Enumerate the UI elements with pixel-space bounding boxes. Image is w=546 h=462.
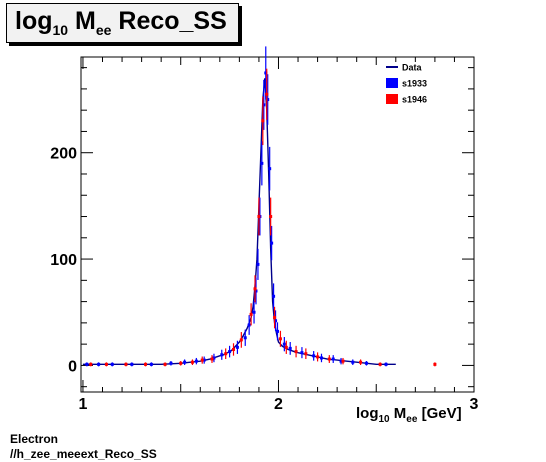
y-tick-label: 200 (50, 146, 77, 163)
s1946-point (124, 362, 128, 366)
s1946-point (104, 362, 108, 366)
s1933-point (256, 262, 260, 266)
s1933-point (254, 289, 258, 293)
s1946-point (239, 338, 243, 342)
s1946-point (294, 350, 298, 354)
s1946-point (304, 352, 308, 356)
s1933-point (339, 359, 343, 363)
s1933-point (351, 360, 355, 364)
s1933-point (272, 294, 276, 298)
plot-frame (80, 56, 475, 393)
s1946-point (278, 337, 282, 341)
s1933-point (243, 336, 247, 340)
s1933-point (130, 362, 134, 366)
s1933-point (266, 98, 270, 102)
legend-label-data: Data (402, 63, 423, 73)
s1946-point (253, 287, 257, 291)
s1946-point (341, 359, 345, 363)
s1946-point (210, 357, 214, 361)
s1933-point (264, 71, 268, 75)
s1933-point (212, 356, 216, 360)
s1933-point (331, 357, 335, 361)
s1946-point (179, 361, 183, 365)
s1933-point (260, 161, 264, 165)
plot-title: log10 Mee Reco_SS (15, 7, 227, 38)
s1933-point (364, 361, 368, 365)
s1933-point (252, 310, 256, 314)
s1933-point (282, 342, 286, 346)
s1933-point (220, 353, 224, 357)
s1946-point (163, 362, 167, 366)
s1946-point (144, 362, 148, 366)
s1946-point (316, 355, 320, 359)
s1933-point (300, 351, 304, 355)
data-series-line (82, 78, 396, 366)
s1946-point (257, 215, 261, 219)
x-axis-label: log10 Mee [GeV] (356, 405, 462, 425)
footer-path: //h_zee_meeext_Reco_SS (10, 447, 157, 461)
y-tick-label: 0 (68, 358, 77, 375)
s1933-point (85, 362, 89, 366)
legend-label-s1946: s1946 (402, 95, 427, 105)
s1946-point (359, 360, 363, 364)
s1946-point (378, 362, 382, 366)
s1946-point (89, 362, 93, 366)
s1946-point (190, 360, 194, 364)
s1946-point (224, 352, 228, 356)
s1933-point (270, 241, 274, 245)
s1933-point (183, 360, 187, 364)
s1946-point (284, 345, 288, 349)
s1933-point (149, 362, 153, 366)
title-box: log10 Mee Reco_SS (6, 3, 239, 43)
s1946-point (249, 312, 253, 316)
s1933-point (384, 362, 388, 366)
footer-label: Electron (10, 432, 59, 446)
s1933-point (276, 329, 279, 333)
s1946-point (261, 119, 265, 123)
y-tick-label: 100 (50, 252, 77, 269)
s1933-point (312, 354, 316, 358)
x-tick-label: 2 (274, 396, 283, 413)
s1933-point (247, 323, 251, 327)
s1946-point (273, 316, 277, 320)
s1933-point (268, 167, 272, 171)
s1933-point (110, 362, 114, 366)
legend: Data s1933 s1946 (386, 63, 427, 105)
s1933-point (194, 359, 198, 363)
s1933-point (202, 358, 206, 362)
s1946-point (265, 92, 269, 96)
s1933-point (319, 356, 323, 360)
s1933-point (262, 103, 266, 107)
s1933-point (169, 361, 173, 365)
x-tick-label: 1 (79, 396, 88, 413)
legend-swatch-s1946 (386, 94, 398, 104)
s1933-point (274, 319, 278, 323)
s1933-point (288, 346, 292, 350)
x-tick-label: 3 (470, 396, 479, 413)
s1933-point (235, 345, 239, 349)
s1946-point (269, 215, 273, 219)
s1946-point (433, 362, 437, 366)
s1946-point (200, 358, 204, 362)
s1946-point (327, 357, 331, 361)
legend-label-s1933: s1933 (402, 79, 427, 89)
s1933-point (97, 362, 101, 366)
plot-area: 0 100 200 1 2 3 (50, 46, 479, 413)
s1946-point (232, 347, 236, 351)
s1933-point (228, 350, 232, 354)
legend-swatch-s1933 (386, 78, 398, 88)
